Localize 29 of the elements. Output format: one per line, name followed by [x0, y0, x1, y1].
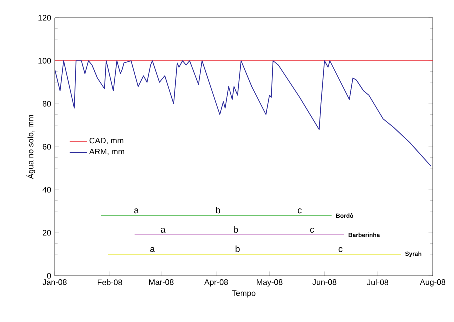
annotation: b	[234, 226, 238, 233]
x-tick-label: Mar-08	[149, 280, 174, 286]
x-tick-label: Jan-08	[42, 280, 67, 286]
legend-label: CAD, mm	[90, 138, 124, 145]
line-series	[55, 60, 432, 167]
x-axis-title: Tempo	[232, 290, 256, 298]
y-tick-label: 80	[42, 101, 52, 107]
y-tick-label: 20	[42, 230, 52, 236]
annotation: a	[150, 247, 156, 252]
annotation: b	[236, 246, 240, 252]
y-axis-title: Água no solo, mm	[26, 115, 36, 180]
y-tick-label: 0	[47, 273, 52, 279]
y-tick-label: 60	[42, 144, 52, 150]
y-tick-label: 120	[38, 15, 52, 21]
x-tick-label: Jun-08	[312, 280, 337, 286]
annotation: a	[161, 228, 166, 233]
annotation: c	[338, 247, 343, 252]
annotation: b	[216, 206, 220, 214]
annotation: c	[310, 228, 314, 233]
x-tick-label: Jul-08	[367, 280, 389, 286]
x-tick-label: May-08	[257, 280, 283, 287]
legend-label: ARM, mm	[89, 149, 124, 156]
y-tick-label: 40	[42, 187, 52, 193]
annotation: c	[298, 208, 302, 214]
x-tick-label: Aug-08	[420, 280, 446, 287]
annotation: a	[134, 208, 140, 214]
y-tick-label: 100	[38, 58, 52, 64]
x-tick-label: Feb-08	[98, 280, 122, 286]
x-tick-label: Apr-08	[204, 280, 228, 287]
